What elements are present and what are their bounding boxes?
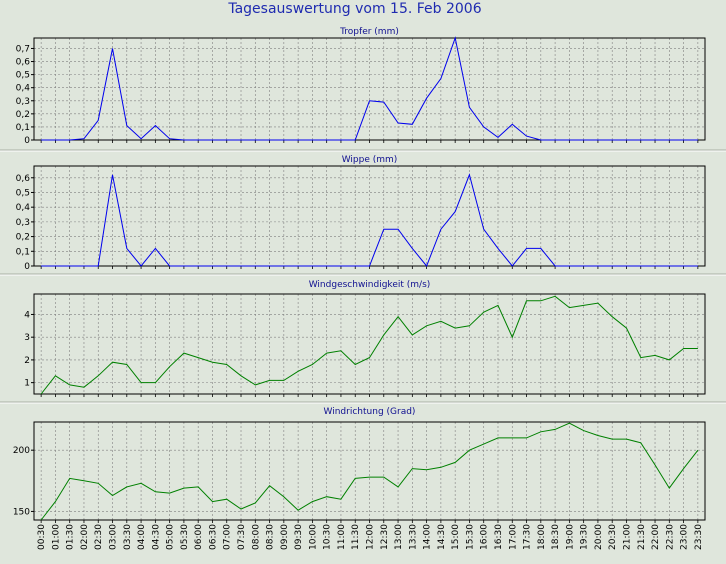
x-tick-label: 18:00 [537,524,547,550]
series-line [40,295,698,395]
x-tick-label: 15:30 [465,524,475,550]
x-tick-label: 02:00 [80,524,90,550]
x-tick-label: 20:00 [594,524,604,550]
x-tick-label: 03:30 [123,524,133,550]
plot-frame [33,421,706,521]
x-tick-label: 12:30 [380,524,390,550]
y-tick-label: 4 [24,310,30,320]
x-tick-label: 06:30 [208,524,218,550]
x-tick-label: 16:00 [480,524,490,550]
x-tick-label: 23:30 [694,524,704,550]
y-tick-label: 3 [24,333,30,343]
x-tick-label: 13:30 [408,524,418,550]
x-tick-label: 09:30 [294,524,304,550]
x-tick-label: 12:00 [366,524,376,550]
y-tick-label: 0 [24,262,30,272]
x-tick-label: 22:30 [665,524,675,550]
page-title: Tagesauswertung vom 15. Feb 2006 [227,1,481,17]
y-tick-label: 2 [24,356,30,366]
series-line [40,422,699,521]
x-tick-label: 14:30 [437,524,447,550]
chart-panel: Tropfer (mm) 0 0,1 0,2 0,3 0,4 0,5 0,6 0,7 [0,27,726,152]
chart-panel: Wippe (mm) 0 0,1 0,2 0,3 0,4 0,5 0,6 [0,155,726,276]
plot-frame [33,37,706,141]
y-tick-label: 0,3 [16,218,30,228]
x-tick-label: 02:30 [94,524,104,550]
chart-panels: Tropfer (mm) 0 0,1 0,2 0,3 0,4 0,5 0,6 0,7 Wippe … [0,27,726,523]
y-tick-label: 1 [24,379,30,389]
x-tick-label: 15:00 [451,524,461,550]
chart-panel: Windgeschwindigkeit (m/s) 1 2 3 4 [0,280,726,404]
x-tick-label: 04:30 [151,524,161,550]
x-tick-label: 21:00 [622,524,632,550]
y-tick-label: 0,6 [16,174,31,184]
x-tick-label: 10:00 [308,524,318,550]
x-tick-label: 11:00 [337,524,347,550]
y-tick-label: 0,1 [16,247,30,257]
y-tick-label: 0,5 [16,188,30,198]
x-tick-label: 07:30 [237,524,247,550]
y-tick-label: 150 [13,507,30,517]
panel-title: Wippe (mm) [342,155,398,165]
x-tick-label: 21:30 [637,524,647,550]
x-tick-label: 23:00 [680,524,690,550]
x-tick-label: 06:00 [194,524,204,550]
x-tick-label: 16:30 [494,524,504,550]
x-tick-label: 09:00 [280,524,290,550]
y-tick-label: 0,4 [16,84,31,94]
x-tick-label: 05:30 [180,524,190,550]
x-tick-label: 10:30 [323,524,333,550]
x-tick-label: 19:00 [565,524,575,550]
y-tick-label: 200 [13,446,30,456]
y-tick-label: 0,3 [16,97,30,107]
x-tick-label: 22:00 [651,524,661,550]
x-tick-label: 11:30 [351,524,361,550]
x-tick-label: 19:30 [580,524,590,550]
x-tick-label: 07:00 [223,524,233,550]
y-tick-label: 0,2 [16,110,30,120]
x-tick-label: 05:00 [166,524,176,550]
y-tick-label: 0,5 [16,71,30,81]
x-axis-labels: 00:30 01:00 01:30 02:00 02:30 03:00 03:30 04:00… [37,524,704,550]
chart-panel: Windrichtung (Grad) 150 200 [13,407,706,523]
series-line [41,173,698,267]
panel-title: Tropfer (mm) [339,27,399,37]
x-tick-label: 13:00 [394,524,404,550]
x-tick-label: 18:30 [551,524,561,550]
x-tick-label: 20:30 [608,524,618,550]
x-tick-label: 01:00 [51,524,61,550]
y-tick-label: 0 [24,136,30,146]
y-tick-label: 0,4 [16,203,31,213]
y-tick-label: 0,2 [16,233,30,243]
y-tick-label: 0,7 [16,44,30,54]
x-tick-label: 08:30 [266,524,276,550]
x-tick-label: 00:30 [37,524,47,550]
x-tick-label: 01:30 [66,524,76,550]
panel-title: Windrichtung (Grad) [324,407,416,417]
y-tick-label: 0,6 [16,58,31,68]
x-tick-label: 08:00 [251,524,261,550]
y-tick-label: 0,1 [16,123,30,133]
plot-frame [33,293,706,395]
x-tick-label: 14:00 [423,524,433,550]
x-tick-label: 03:00 [109,524,119,550]
panel-title: Windgeschwindigkeit (m/s) [309,280,431,290]
x-tick-label: 17:00 [508,524,518,550]
x-tick-label: 17:30 [523,524,533,550]
x-tick-label: 04:00 [137,524,147,550]
series-line [41,36,698,141]
